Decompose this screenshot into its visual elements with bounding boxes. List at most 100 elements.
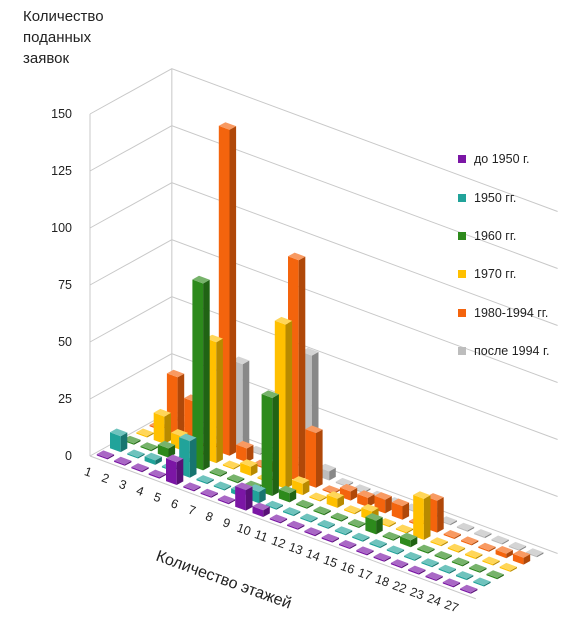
bar-side bbox=[454, 534, 461, 539]
bar-front bbox=[400, 536, 411, 548]
bar-front bbox=[330, 516, 342, 522]
bar-side bbox=[124, 460, 132, 466]
bar-side bbox=[259, 488, 266, 504]
bar-side bbox=[302, 480, 310, 496]
bar-top bbox=[232, 356, 250, 365]
bar-side bbox=[203, 279, 210, 471]
bar-top bbox=[353, 484, 371, 492]
bar-side bbox=[423, 495, 431, 540]
x-tick-label: 27 bbox=[443, 597, 461, 615]
bar-side bbox=[207, 479, 214, 485]
bar-top bbox=[373, 552, 391, 561]
bar-side bbox=[493, 560, 500, 566]
bar-front bbox=[283, 510, 294, 517]
bar-top bbox=[391, 498, 410, 507]
bar-top bbox=[357, 490, 375, 498]
y-axis-title-line: Количество поданных заявок bbox=[23, 6, 104, 69]
bar-front bbox=[140, 445, 152, 452]
bar-side bbox=[436, 576, 443, 581]
x-tick-label: 16 bbox=[339, 559, 357, 577]
bar-top bbox=[166, 454, 184, 463]
bar-front bbox=[456, 574, 467, 581]
bar-front bbox=[473, 581, 484, 587]
bar-side bbox=[380, 543, 387, 549]
bar-front bbox=[395, 528, 407, 534]
bar-front bbox=[213, 485, 225, 491]
bar-top bbox=[395, 524, 414, 533]
bar-top bbox=[434, 551, 452, 559]
bar-front bbox=[408, 569, 419, 575]
bar-front bbox=[438, 568, 450, 574]
legend-label: 1960 гг. bbox=[474, 228, 517, 243]
y-axis-title-word: Количество bbox=[23, 8, 104, 25]
x-tick-label: 5 bbox=[152, 490, 163, 506]
bar-top bbox=[408, 565, 426, 574]
bar-front bbox=[425, 575, 437, 581]
bar-top bbox=[183, 482, 201, 491]
bar-top bbox=[404, 551, 422, 560]
y-tick-label: 0 bbox=[65, 449, 72, 463]
bar-top bbox=[296, 499, 314, 508]
bar-top bbox=[512, 550, 531, 558]
bar-side bbox=[376, 517, 383, 535]
y-axis-title-word: поданных bbox=[23, 29, 92, 46]
bar-front bbox=[265, 504, 277, 510]
bar-front bbox=[443, 533, 455, 539]
bar-front bbox=[352, 536, 363, 542]
bar-top bbox=[326, 491, 344, 499]
bar-side bbox=[358, 523, 366, 528]
bar-top bbox=[269, 514, 288, 523]
legend-item: 1950 гг. bbox=[458, 178, 576, 216]
bar-front bbox=[495, 549, 507, 559]
bar-side bbox=[471, 540, 479, 546]
bar-side bbox=[168, 444, 176, 458]
bar-side bbox=[450, 520, 457, 526]
bar-side bbox=[519, 545, 527, 551]
bar-front bbox=[486, 573, 498, 580]
bar-top bbox=[339, 540, 357, 548]
bar-top bbox=[217, 495, 236, 503]
bar-side bbox=[155, 456, 162, 465]
bar-top bbox=[318, 463, 336, 472]
bar-top bbox=[248, 484, 266, 492]
bar-top bbox=[192, 275, 210, 284]
x-tick-label: 1 bbox=[82, 464, 93, 480]
bar-top bbox=[140, 442, 158, 450]
bar-side bbox=[497, 574, 504, 580]
bar-top bbox=[114, 456, 132, 465]
bar-side bbox=[285, 320, 293, 489]
bar-top bbox=[348, 519, 366, 527]
bar-top bbox=[474, 529, 492, 537]
legend-item: до 1950 г. bbox=[458, 140, 576, 178]
bar-front bbox=[144, 456, 156, 465]
y-tick-label: 25 bbox=[58, 392, 72, 406]
bar-front bbox=[512, 553, 524, 565]
bar-side bbox=[250, 463, 258, 476]
bar-side bbox=[385, 496, 392, 514]
bar-top bbox=[274, 316, 293, 325]
legend-swatch bbox=[458, 155, 466, 164]
bar-front bbox=[240, 462, 251, 476]
bar-top bbox=[157, 440, 176, 449]
bar-top bbox=[469, 563, 487, 572]
bar-side bbox=[466, 575, 474, 581]
legend-swatch bbox=[458, 231, 466, 240]
bar-front bbox=[478, 546, 489, 552]
bar-top bbox=[447, 543, 466, 552]
bar-front bbox=[227, 477, 238, 484]
bar-top bbox=[442, 578, 461, 587]
bar-top bbox=[179, 433, 197, 442]
bar-front bbox=[287, 524, 298, 530]
bar-front bbox=[127, 453, 138, 459]
bar-front bbox=[236, 444, 247, 463]
bar-top bbox=[339, 483, 358, 492]
bar-top bbox=[499, 562, 517, 571]
bar-side bbox=[315, 531, 322, 537]
bar-front bbox=[508, 545, 520, 551]
x-tick-label: 3 bbox=[117, 477, 128, 493]
bar-front bbox=[183, 486, 194, 492]
bar-side bbox=[289, 489, 297, 503]
bar-top bbox=[131, 463, 149, 471]
bar-top bbox=[287, 520, 305, 529]
